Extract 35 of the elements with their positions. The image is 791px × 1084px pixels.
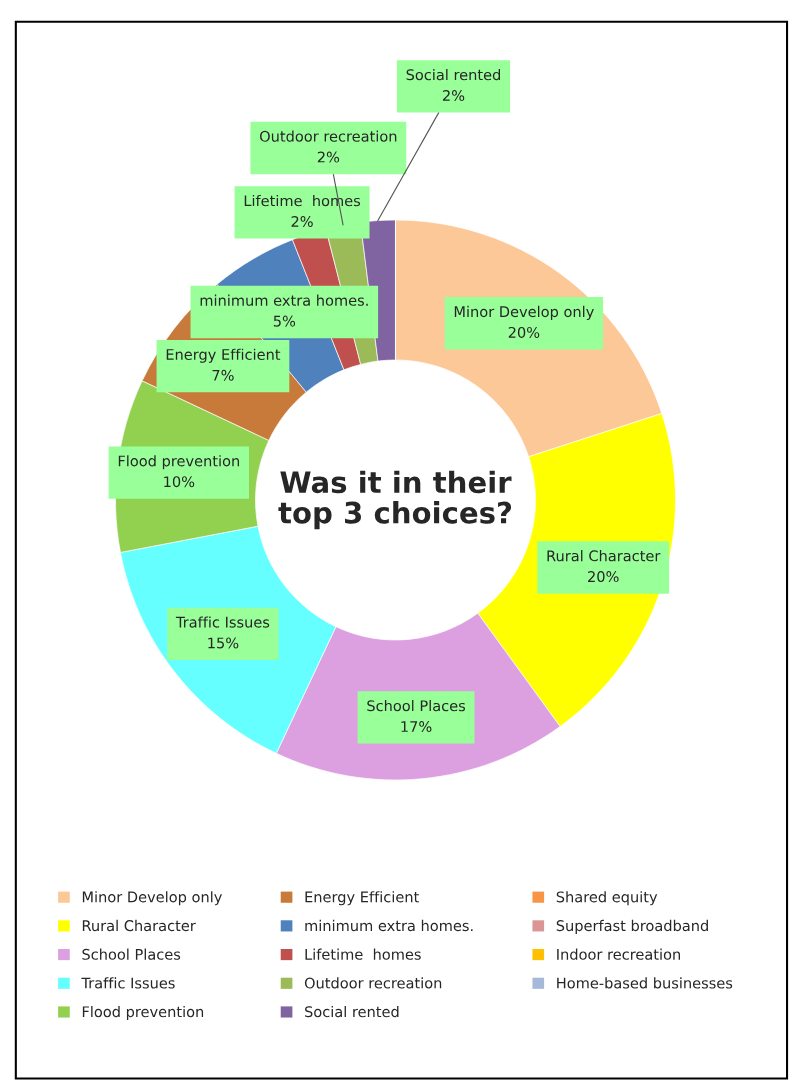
legend-label: Traffic Issues	[81, 977, 175, 989]
slice-label: Outdoor recreation	[259, 130, 397, 142]
legend-label: Shared equity	[556, 891, 658, 906]
data-label: 20%	[588, 571, 619, 583]
legend-label: minimum extra homes.	[305, 919, 473, 932]
slice-label: School Places	[367, 699, 466, 712]
data-label: 7%	[212, 369, 234, 381]
slice-label: Lifetime homes	[244, 194, 361, 207]
legend-label: Home-based businesses	[557, 977, 733, 989]
legend-label: Energy Efficient	[305, 891, 419, 906]
data-label: 2%	[291, 215, 313, 228]
text: Was it in their top 3 choices?	[278, 470, 512, 530]
slice-label: Social rented	[406, 68, 500, 81]
data-label: 17%	[401, 721, 432, 733]
data-label: 10%	[164, 476, 195, 488]
legend-label: Lifetime homes	[305, 948, 421, 960]
data-label: 15%	[208, 637, 239, 649]
slice-label: Minor Develop only	[454, 305, 594, 320]
legend-label: Flood prevention	[82, 1005, 204, 1021]
slice-label: minimum extra homes.	[200, 294, 368, 306]
slice-label: Flood prevention	[118, 455, 240, 470]
data-label: 2%	[442, 90, 465, 102]
legend-label: Social rented	[305, 1005, 399, 1018]
data-label: 2%	[317, 151, 340, 163]
slice-label: Rural Character	[547, 550, 661, 562]
legend-label: Rural Character	[82, 919, 196, 932]
legend-label: Indoor recreation	[557, 948, 680, 960]
data-label: 5%	[273, 315, 296, 327]
slice-label: Energy Efficient	[166, 348, 281, 363]
slice-label: Traffic Issues	[175, 616, 270, 628]
legend-label: Superfast broadband	[556, 919, 708, 934]
legend-label: Outdoor recreation	[304, 977, 442, 989]
legend-label: Minor Develop only	[82, 891, 222, 906]
legend-label: School Places	[82, 948, 181, 960]
data-label: 20%	[508, 326, 540, 338]
